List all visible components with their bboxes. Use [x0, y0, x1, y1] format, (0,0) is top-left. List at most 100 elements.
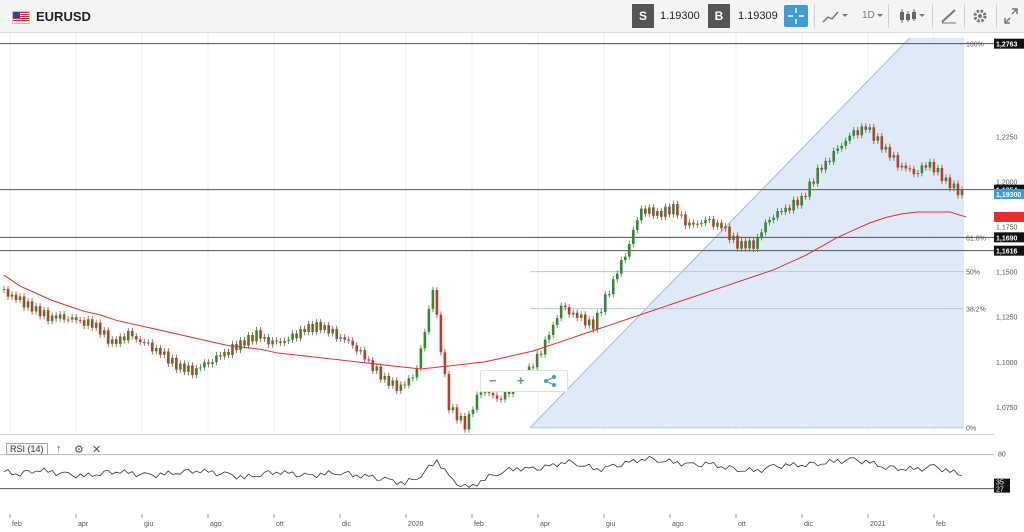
candle-body [752, 240, 755, 249]
candle-body [375, 366, 379, 371]
candle-body [315, 322, 318, 333]
timeframe-select[interactable]: 1D [862, 10, 875, 21]
buy-price[interactable]: 1.19309 [738, 10, 778, 22]
settings-icon[interactable] [972, 8, 988, 24]
candle-body [656, 210, 659, 216]
candle-body [932, 161, 936, 173]
candle-body [559, 305, 563, 319]
candle-body [644, 208, 647, 214]
rsi-badge [994, 478, 1010, 486]
zoom-in-button[interactable]: + [517, 373, 525, 388]
candle-body [439, 314, 443, 353]
date-tick-label: 2021 [870, 521, 886, 528]
candle-body [664, 206, 667, 217]
candle-body [744, 241, 747, 249]
candle-body [728, 226, 731, 240]
candle-body [708, 219, 711, 221]
candle-body [94, 322, 98, 328]
rsi-chart [0, 454, 994, 490]
candle-body [171, 357, 174, 364]
candle-body [295, 333, 298, 339]
fibonacci-trendline [529, 37, 911, 429]
candle-body [756, 237, 759, 249]
candle-body [319, 322, 322, 331]
candle-body [884, 146, 888, 150]
date-tick-label: ago [210, 521, 222, 528]
candle-body [495, 395, 499, 399]
candle-body [118, 336, 122, 344]
candle-body [407, 378, 411, 386]
candle-body [720, 222, 723, 229]
candle-body [928, 161, 932, 168]
crosshair-icon[interactable] [784, 5, 808, 27]
candle-body [62, 314, 66, 320]
candle-body [796, 199, 799, 206]
price-tick-label: 1,1000 [996, 360, 1018, 367]
price-axis: 1,2250 1,2000 1,1750 1,1500 1,1250 1,1000 1,07… [994, 38, 1024, 412]
date-axis: feb apr giu ago ott dic 2020 feb apr giu ago ott dic… [9, 514, 946, 528]
candle-body [840, 145, 844, 149]
candle-body [619, 260, 623, 274]
candle-body [10, 294, 14, 297]
close-icon[interactable]: ✕ [92, 444, 102, 456]
candle-body [579, 314, 583, 318]
zoom-out-button[interactable]: − [489, 373, 497, 388]
candle-body [399, 384, 403, 391]
draw-icon[interactable] [940, 8, 958, 24]
candle-body [167, 351, 170, 364]
candle-body [191, 365, 194, 376]
candle-body [724, 226, 727, 229]
candle-body [411, 377, 415, 379]
candle-body [876, 136, 880, 141]
share-icon[interactable] [543, 375, 557, 387]
chart-type-icon[interactable] [822, 8, 850, 24]
candle-body [26, 301, 30, 308]
candle-body [583, 314, 587, 326]
candle-body [291, 333, 294, 340]
buy-button[interactable]: B [708, 4, 730, 28]
arrow-up-icon[interactable]: ↑ [56, 443, 62, 455]
candle-body [263, 337, 266, 339]
candle-body [151, 342, 154, 352]
candle-body [443, 352, 447, 374]
candle-body [38, 306, 42, 317]
gear-icon[interactable]: ⚙ [74, 444, 84, 456]
date-tick-label: apr [540, 521, 551, 528]
candle-body [287, 339, 290, 341]
price-chart[interactable]: 100% 61.8% 50% 38.2% 0% [0, 33, 994, 433]
moving-average-line [3, 211, 967, 370]
candle-body [632, 229, 635, 245]
candle-body [471, 409, 475, 414]
candle-body [804, 196, 807, 198]
price-tick-label: 1,1250 [996, 315, 1018, 322]
candle-body [792, 199, 795, 211]
candle-body [379, 366, 383, 380]
candle-body [563, 305, 567, 308]
candle-body [668, 206, 671, 215]
price-badge [994, 232, 1024, 243]
candle-body [503, 390, 507, 400]
candle-body [283, 340, 286, 343]
candle-body [816, 167, 819, 184]
candle-body [944, 177, 948, 182]
candle-body [844, 140, 848, 146]
sell-price[interactable]: 1.19300 [660, 10, 700, 22]
candle-body [868, 127, 872, 130]
sell-button[interactable]: S [632, 4, 654, 28]
rsi-label[interactable]: RSI (14) [6, 443, 48, 455]
fullscreen-icon[interactable] [1004, 8, 1018, 24]
candle-body [920, 165, 924, 174]
flag-us-eu-icon [12, 11, 30, 24]
candle-body [567, 307, 571, 315]
candle-body [732, 235, 735, 240]
candle-body [134, 336, 138, 340]
candles-icon[interactable] [898, 8, 926, 24]
candle-body [323, 325, 326, 331]
candle-body [355, 345, 359, 352]
symbol-label[interactable]: EURUSD [36, 9, 91, 24]
chevron-down-icon[interactable] [876, 8, 884, 24]
candle-body [351, 340, 355, 346]
candle-body [912, 168, 916, 175]
date-tick-label: apr [78, 521, 89, 528]
price-tick-label: 1,2250 [996, 134, 1018, 141]
